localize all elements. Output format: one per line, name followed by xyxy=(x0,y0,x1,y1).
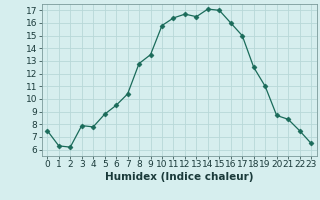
X-axis label: Humidex (Indice chaleur): Humidex (Indice chaleur) xyxy=(105,172,253,182)
